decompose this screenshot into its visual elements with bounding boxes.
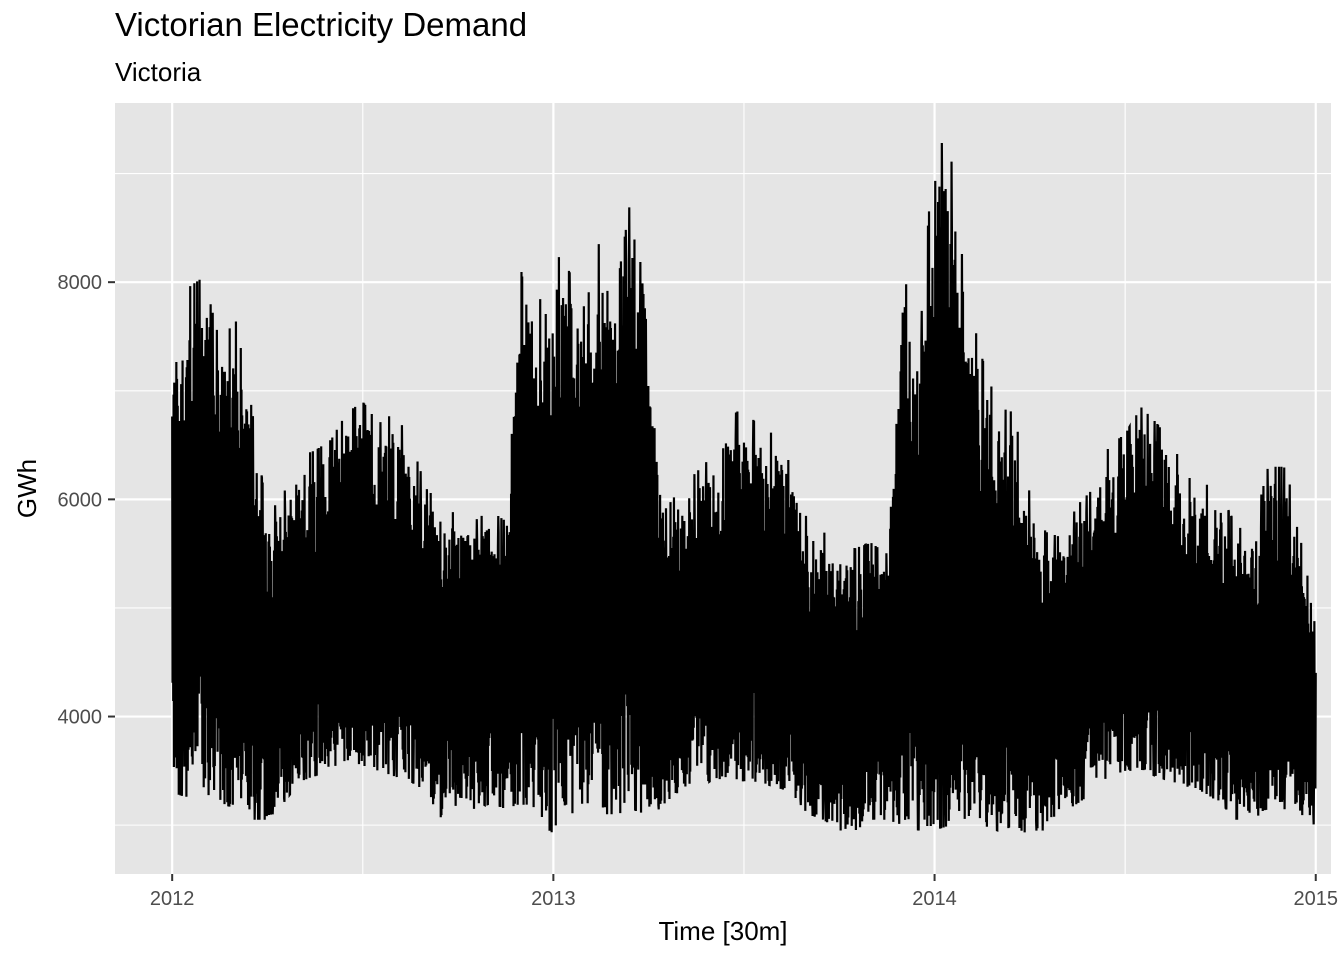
axis-ticks bbox=[108, 281, 1317, 881]
x-tick-label: 2015 bbox=[1294, 888, 1339, 910]
chart-title: Victorian Electricity Demand bbox=[115, 6, 528, 43]
x-tick-label: 2012 bbox=[150, 888, 195, 910]
chart-subtitle: Victoria bbox=[115, 57, 202, 87]
tick-labels: 4000 6000 8000 2012 2013 2014 2015 bbox=[58, 272, 1339, 910]
y-axis-title: GWh bbox=[12, 459, 42, 518]
x-axis-title: Time [30m] bbox=[658, 916, 787, 946]
y-tick-label: 8000 bbox=[58, 272, 103, 294]
x-tick-label: 2014 bbox=[912, 888, 957, 910]
y-tick-label: 6000 bbox=[58, 489, 103, 511]
series-line bbox=[171, 143, 1317, 833]
x-tick-label: 2013 bbox=[531, 888, 576, 910]
series-layer bbox=[171, 143, 1317, 833]
y-tick-label: 4000 bbox=[58, 707, 103, 729]
